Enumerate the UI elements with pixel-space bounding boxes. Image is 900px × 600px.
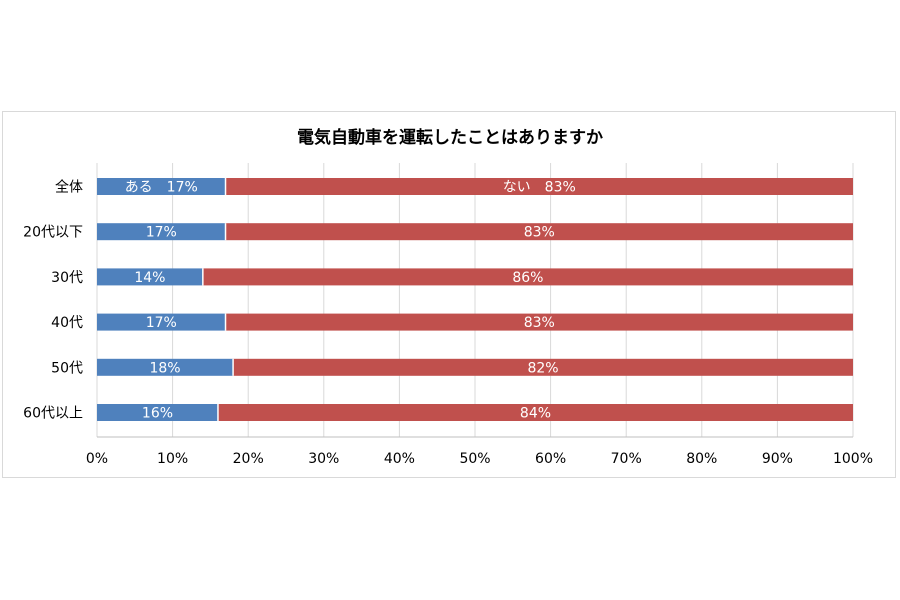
bar-segment [202,268,854,286]
data-label: 82% [527,360,558,376]
bar-segment [225,178,853,195]
data-label: 18% [149,360,180,376]
category-label: 50代 [51,360,83,376]
bar-segment [97,358,234,376]
data-label: ある 17% [125,180,198,196]
bar-segment [225,223,853,241]
x-tick-label: 70% [611,451,642,467]
data-label: 17% [146,315,177,331]
x-tick-label: 100% [833,451,873,467]
data-label: ない 83% [503,180,576,196]
bar-segment [97,223,226,241]
category-label: 60代以上 [23,406,83,422]
category-label: 40代 [51,315,83,331]
data-label: 14% [134,270,165,286]
x-tick-label: 60% [535,451,566,467]
bar-segment [217,404,853,421]
bar-segment [97,313,226,331]
x-tick-label: 20% [233,451,264,467]
bar-segment [233,358,853,376]
data-label: 84% [520,406,551,422]
bar-segment [225,313,853,331]
x-tick-label: 30% [308,451,339,467]
data-label: 16% [142,406,173,422]
data-label: 86% [512,270,543,286]
category-label: 20代以下 [23,225,83,241]
chart-title: 電気自動車を運転したことはありますか [297,128,603,148]
bar-segment [97,268,203,286]
data-label: 17% [146,225,177,241]
category-label: 30代 [51,270,83,286]
category-label: 全体 [55,179,83,196]
x-tick-label: 80% [686,451,717,467]
x-tick-label: 50% [459,451,490,467]
bar-segment [97,404,218,421]
x-tick-label: 90% [762,451,793,467]
bar-segment [97,178,226,195]
x-tick-label: 0% [86,451,108,467]
data-label: 83% [524,225,555,241]
x-tick-label: 40% [384,451,415,467]
x-tick-label: 10% [157,451,188,467]
data-label: 83% [524,315,555,331]
